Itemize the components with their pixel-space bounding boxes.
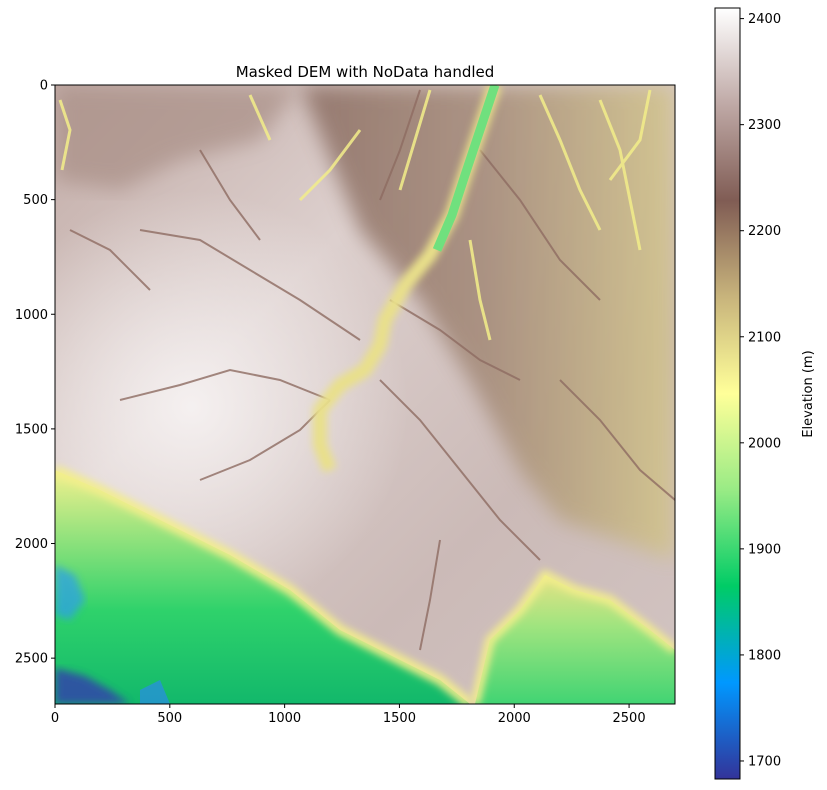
- x-axis: 0 500 1000 1500 2000 2500: [51, 704, 646, 726]
- x-tick-label: 1000: [268, 711, 301, 726]
- colorbar-label: Elevation (m): [801, 350, 816, 437]
- colorbar-tick-label: 1900: [748, 542, 781, 557]
- x-tick-label: 2000: [498, 711, 531, 726]
- colorbar-tick-label: 2300: [748, 118, 781, 133]
- x-tick-label: 500: [157, 711, 182, 726]
- colorbar-tick-label: 2000: [748, 436, 781, 451]
- x-tick-label: 0: [51, 711, 59, 726]
- dem-raster: [55, 85, 675, 704]
- y-tick-label: 1000: [15, 308, 48, 323]
- x-tick-label: 2500: [613, 711, 646, 726]
- chart-title: Masked DEM with NoData handled: [236, 63, 495, 81]
- colorbar: [714, 7, 741, 780]
- colorbar-axis: 1700 1800 1900 2000 2100 2200 2300 2400: [740, 12, 781, 769]
- y-tick-label: 2500: [15, 652, 48, 667]
- plot-frame: [54, 84, 676, 705]
- y-axis: 0 500 1000 1500 2000 2500: [15, 79, 55, 667]
- colorbar-tick-label: 1800: [748, 648, 781, 663]
- y-tick-label: 500: [23, 193, 48, 208]
- y-tick-label: 2000: [15, 537, 48, 552]
- colorbar-tick-label: 1700: [748, 754, 781, 769]
- y-tick-label: 1500: [15, 422, 48, 437]
- colorbar-tick-label: 2100: [748, 330, 781, 345]
- colorbar-tick-label: 2200: [748, 224, 781, 239]
- y-tick-label: 0: [40, 79, 48, 94]
- x-tick-label: 1500: [383, 711, 416, 726]
- colorbar-tick-label: 2400: [748, 12, 781, 27]
